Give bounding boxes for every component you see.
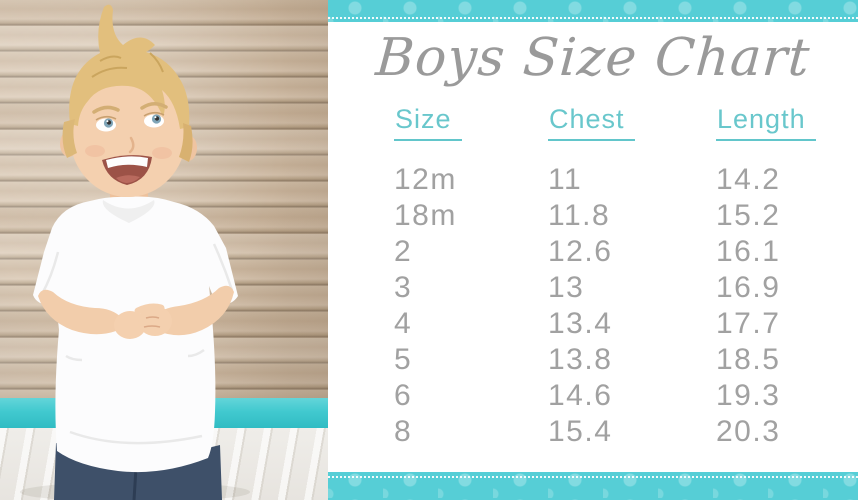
- stitch-line: [328, 17, 858, 19]
- table-cell: 14.6: [548, 379, 613, 412]
- table-cell: 12.6: [548, 235, 613, 268]
- table-cell: 14.2: [716, 163, 781, 196]
- table-row: 8 15.4 20.3: [394, 414, 858, 450]
- table-cell: 2: [394, 235, 413, 268]
- table-cell: 16.1: [716, 235, 781, 268]
- table-row: 2 12.6 16.1: [394, 234, 858, 270]
- table-cell: 15.4: [548, 415, 613, 448]
- table-cell: 16.9: [716, 271, 781, 304]
- table-cell: 3: [394, 271, 413, 304]
- boy-illustration: [20, 4, 250, 500]
- table-cell: 13: [548, 271, 585, 304]
- table-cell: 12m: [394, 163, 457, 196]
- table-row: 4 13.4 17.7: [394, 306, 858, 342]
- stitch-line: [328, 476, 858, 478]
- table-cell: 11.8: [548, 199, 611, 232]
- column-header-length: Length: [716, 104, 816, 141]
- table-row: 18m 11.8 15.2: [394, 198, 858, 234]
- size-table-body: 12m 11 14.2 18m 11.8 15.2 2 12.6 16.1 3 13 16.9 4 13.…: [394, 162, 858, 450]
- table-cell: 15.2: [716, 199, 781, 232]
- table-row: 3 13 16.9: [394, 270, 858, 306]
- column-header-size: Size: [394, 104, 462, 141]
- column-header-chest: Chest: [548, 104, 635, 141]
- table-cell: 20.3: [716, 415, 781, 448]
- table-cell: 11: [548, 163, 583, 196]
- table-cell: 17.7: [716, 307, 781, 340]
- bottom-ribbon-border: [328, 472, 858, 500]
- size-chart-panel: Boys Size Chart Size Chest Length 12m 11 1…: [328, 0, 858, 500]
- table-row: 12m 11 14.2: [394, 162, 858, 198]
- table-cell: 13.8: [548, 343, 613, 376]
- boy-photo: [0, 0, 328, 500]
- top-ribbon-border: [328, 0, 858, 22]
- table-cell: 18m: [394, 199, 457, 232]
- table-row: 6 14.6 19.3: [394, 378, 858, 414]
- table-cell: 8: [394, 415, 413, 448]
- table-cell: 18.5: [716, 343, 781, 376]
- table-cell: 5: [394, 343, 413, 376]
- table-row: 5 13.8 18.5: [394, 342, 858, 378]
- table-cell: 13.4: [548, 307, 613, 340]
- table-cell: 19.3: [716, 379, 781, 412]
- table-header-row: Size Chest Length: [394, 104, 858, 141]
- table-cell: 4: [394, 307, 413, 340]
- table-cell: 6: [394, 379, 413, 412]
- chart-title: Boys Size Chart: [373, 28, 813, 88]
